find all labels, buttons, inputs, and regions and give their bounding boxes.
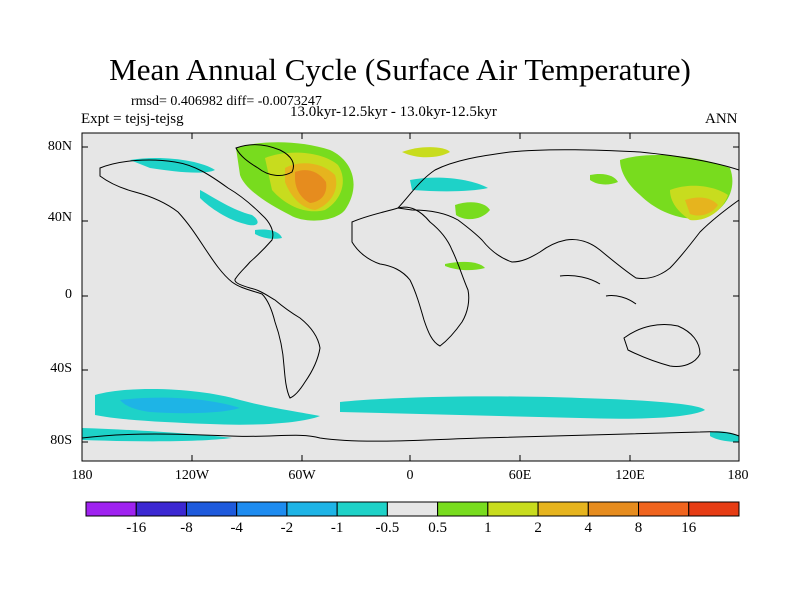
season-label: ANN <box>705 111 738 127</box>
lat-label-40n: 40N <box>47 210 72 225</box>
colorbar-label: 16 <box>681 520 697 536</box>
warm-region-arabia <box>445 261 485 271</box>
lat-label-40s: 40S <box>50 361 72 376</box>
colorbar-swatch <box>185 501 238 517</box>
lon-label-120e: 120E <box>615 468 645 483</box>
colorbar-swatch <box>336 501 388 517</box>
colorbar-label: 4 <box>584 520 593 536</box>
cool-region-south-pacific-core <box>120 397 240 414</box>
coast-africa <box>351 206 470 347</box>
lat-label-0: 0 <box>65 287 72 302</box>
plot-title: Mean Annual Cycle (Surface Air Temperatu… <box>109 52 691 87</box>
coast-australia <box>623 324 701 367</box>
colorbar-label: 0.5 <box>428 520 447 536</box>
lon-label-60e: 60E <box>508 468 532 483</box>
anomaly-shading <box>82 142 739 442</box>
cool-region-southern-ocean <box>340 396 705 419</box>
colorbar-swatch <box>437 501 489 517</box>
colorbar-label: -1 <box>330 520 344 536</box>
lon-label-180e: 180 <box>727 468 749 483</box>
colorbar-label: -4 <box>230 520 243 536</box>
coast-indonesia <box>559 275 637 305</box>
colorbar-label: -16 <box>126 520 147 536</box>
colorbar-swatch <box>537 501 589 517</box>
cool-region-ross-sea <box>82 428 232 442</box>
colorbar-label: 8 <box>634 520 643 536</box>
colorbar-swatch <box>286 501 338 517</box>
colorbar <box>85 501 740 517</box>
colorbar-swatch <box>638 501 690 517</box>
experiment-label: Expt = tejsj-tejsg <box>81 111 184 127</box>
warm-region-central-asia <box>590 173 618 185</box>
lon-label-120w: 120W <box>174 468 210 483</box>
colorbar-label: -0.5 <box>375 520 400 536</box>
lon-label-60w: 60W <box>288 468 316 483</box>
colorbar-label: -2 <box>280 520 294 536</box>
colorbar-label: 2 <box>534 520 542 536</box>
coastlines <box>81 144 740 442</box>
warm-region-black-sea <box>455 202 490 220</box>
colorbar-label: -8 <box>180 520 193 536</box>
colorbar-swatch <box>688 501 740 517</box>
colorbar-swatch <box>85 501 137 517</box>
colorbar-swatch <box>587 501 640 517</box>
lat-label-80s: 80S <box>50 433 72 448</box>
cool-region-na-east <box>255 229 282 239</box>
coast-eurasia <box>396 149 740 279</box>
coast-antarctica <box>81 431 740 442</box>
lon-label-0: 0 <box>406 468 414 483</box>
coast-americas <box>99 159 321 399</box>
lat-label-80n: 80N <box>47 139 72 154</box>
coast-greenland <box>235 144 294 176</box>
warm-region-labrador-core <box>295 170 327 203</box>
cool-region-europe <box>410 177 488 192</box>
colorbar-swatch <box>487 501 539 517</box>
colorbar-swatch <box>236 501 288 517</box>
cool-region-alaska <box>130 158 215 173</box>
lon-label-180w: 180 <box>71 468 93 483</box>
warm-region-japan-core <box>685 197 718 216</box>
stats-text: rmsd= 0.406982 diff= -0.0073247 <box>131 94 322 109</box>
warm-region-arctic <box>402 147 450 158</box>
colorbar-label: 1 <box>484 520 492 536</box>
axis-ticks <box>82 133 739 461</box>
period-label: 13.0kyr-12.5kyr - 13.0kyr-12.5kyr <box>290 104 497 120</box>
cool-region-pacific-nw <box>200 190 258 226</box>
colorbar-swatch <box>386 501 439 517</box>
colorbar-swatch <box>135 501 187 517</box>
